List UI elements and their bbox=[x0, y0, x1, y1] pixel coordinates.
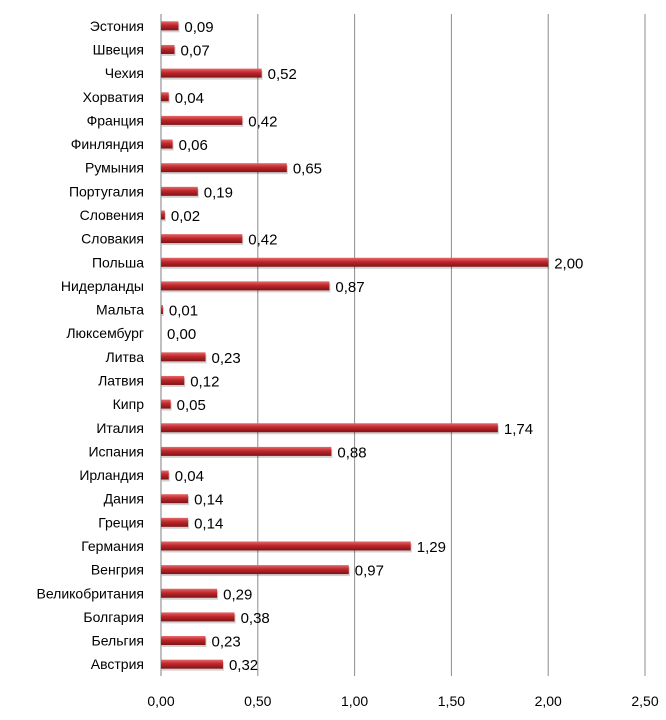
category-label: Великобритания bbox=[36, 585, 144, 601]
data-label: 0,05 bbox=[177, 397, 206, 414]
category-label: Болгария bbox=[83, 609, 144, 625]
x-tick-label: 0,00 bbox=[147, 693, 174, 709]
x-tick-label: 0,50 bbox=[244, 693, 271, 709]
category-label: Люксембург bbox=[66, 325, 144, 341]
data-label: 1,29 bbox=[417, 539, 446, 556]
category-label: Нидерланды bbox=[61, 278, 144, 294]
category-label: Венгрия bbox=[91, 562, 144, 578]
data-label: 1,74 bbox=[504, 421, 533, 438]
bar bbox=[161, 21, 179, 31]
bar bbox=[161, 636, 206, 646]
category-label: Словакия bbox=[81, 231, 144, 247]
category-label: Швеция bbox=[93, 41, 144, 57]
bar bbox=[161, 399, 171, 409]
data-label: 0,04 bbox=[175, 468, 204, 485]
data-label: 0,42 bbox=[248, 232, 277, 249]
category-label: Литва bbox=[106, 349, 145, 365]
category-label: Ирландия bbox=[79, 467, 144, 483]
x-tick-label: 1,00 bbox=[341, 693, 368, 709]
category-label: Словения bbox=[80, 207, 144, 223]
category-label: Испания bbox=[88, 443, 144, 459]
bar bbox=[161, 68, 262, 78]
bar bbox=[161, 210, 165, 220]
bar bbox=[161, 352, 206, 362]
category-label: Румыния bbox=[85, 160, 144, 176]
category-label: Португалия bbox=[69, 183, 144, 199]
x-tick-label: 1,50 bbox=[438, 693, 465, 709]
category-label: Латвия bbox=[98, 372, 144, 388]
bar bbox=[161, 446, 332, 456]
x-tick-label: 2,00 bbox=[535, 693, 562, 709]
category-label: Чехия bbox=[105, 65, 144, 81]
category-label: Эстония bbox=[90, 18, 144, 34]
category-label: Мальта bbox=[96, 302, 144, 318]
data-label: 0,87 bbox=[335, 279, 364, 296]
bar bbox=[161, 234, 243, 244]
bar bbox=[161, 115, 243, 125]
category-labels: Эстония Швеция Чехия Хорватия Франция Финлянд… bbox=[36, 18, 144, 672]
category-label: Франция bbox=[87, 112, 144, 128]
data-label: 0,02 bbox=[171, 208, 200, 225]
bar bbox=[161, 281, 330, 291]
category-label: Греция bbox=[98, 514, 144, 530]
value-labels: 0,09 0,07 0,52 0,04 0,42 0,06 0,65 0,190,02 0,42… bbox=[167, 19, 583, 674]
bar bbox=[161, 565, 349, 575]
bar bbox=[161, 423, 498, 433]
data-label: 0,52 bbox=[268, 66, 297, 83]
data-label: 0,12 bbox=[190, 373, 219, 390]
data-label: 0,32 bbox=[229, 657, 258, 674]
bar bbox=[161, 257, 549, 267]
bar bbox=[161, 659, 223, 669]
bar-shadow bbox=[162, 307, 164, 317]
data-label: 0,42 bbox=[248, 113, 277, 130]
bar bbox=[161, 163, 287, 173]
bar bbox=[161, 139, 173, 149]
data-label: 0,07 bbox=[181, 42, 210, 59]
data-label: 0,38 bbox=[241, 610, 270, 627]
data-label: 0,04 bbox=[175, 90, 204, 107]
x-tick-label: 2,50 bbox=[631, 693, 658, 709]
bar bbox=[161, 494, 189, 504]
data-label: 0,06 bbox=[179, 137, 208, 154]
data-label: 0,29 bbox=[223, 586, 252, 603]
data-label: 0,65 bbox=[293, 161, 322, 178]
x-axis-tick-labels: 0,00 0,50 1,00 1,50 2,00 2,50 bbox=[147, 693, 658, 709]
category-label: Италия bbox=[96, 420, 144, 436]
category-label: Дания bbox=[104, 491, 144, 507]
data-label: 0,23 bbox=[212, 350, 241, 367]
category-label: Польша bbox=[92, 254, 144, 270]
bars bbox=[161, 21, 550, 671]
category-label: Кипр bbox=[113, 396, 145, 412]
category-label: Бельгия bbox=[92, 633, 144, 649]
data-label: 2,00 bbox=[554, 255, 583, 272]
category-label: Хорватия bbox=[83, 89, 144, 105]
category-label: Австрия bbox=[91, 656, 144, 672]
category-label: Германия bbox=[81, 538, 144, 554]
bar bbox=[161, 541, 411, 551]
bar bbox=[161, 612, 235, 622]
data-label: 0,19 bbox=[204, 184, 233, 201]
bar bbox=[161, 44, 175, 54]
gridlines bbox=[160, 14, 646, 676]
bar bbox=[161, 92, 169, 102]
bar bbox=[161, 186, 198, 196]
bar bbox=[161, 588, 218, 598]
bar bbox=[161, 470, 169, 480]
data-label: 0,09 bbox=[184, 19, 213, 36]
data-label: 0,14 bbox=[194, 515, 223, 532]
data-label: 0,23 bbox=[212, 634, 241, 651]
data-label: 0,88 bbox=[337, 444, 366, 461]
bar bbox=[161, 305, 163, 315]
data-label: 0,01 bbox=[169, 303, 198, 320]
bar bbox=[161, 375, 185, 385]
data-label: 0,97 bbox=[355, 563, 384, 580]
category-label: Финляндия bbox=[71, 136, 144, 152]
data-label: 0,14 bbox=[194, 492, 223, 509]
data-label: 0,00 bbox=[167, 326, 196, 343]
bar bbox=[161, 517, 189, 527]
